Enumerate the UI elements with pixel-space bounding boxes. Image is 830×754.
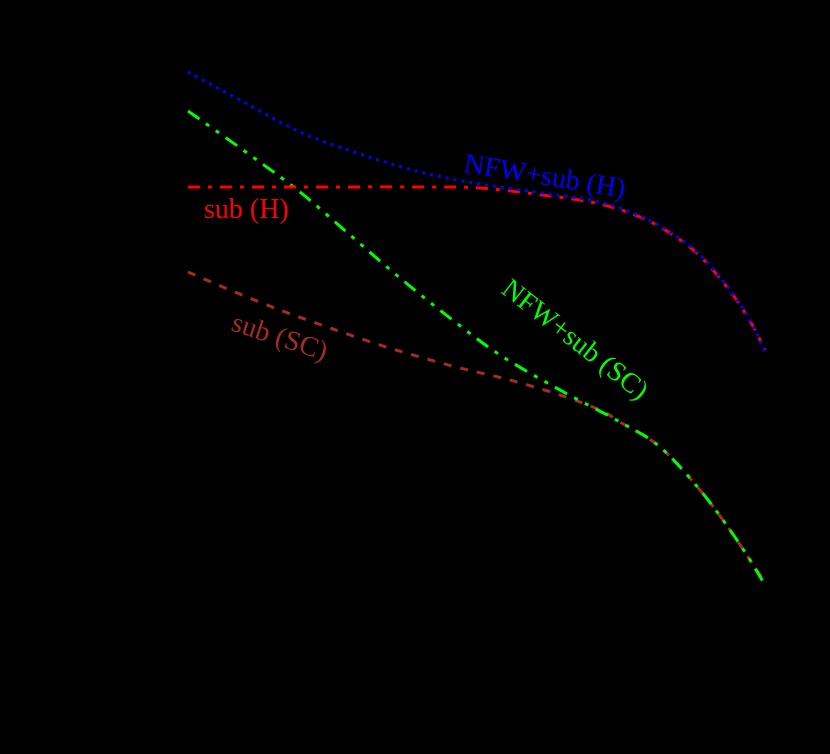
label-sub-h: sub (H) [204, 194, 289, 225]
series-sub-sc-line [187, 270, 767, 583]
series-nfw-sub-sc-line [187, 109, 767, 586]
plot-area [187, 70, 767, 586]
